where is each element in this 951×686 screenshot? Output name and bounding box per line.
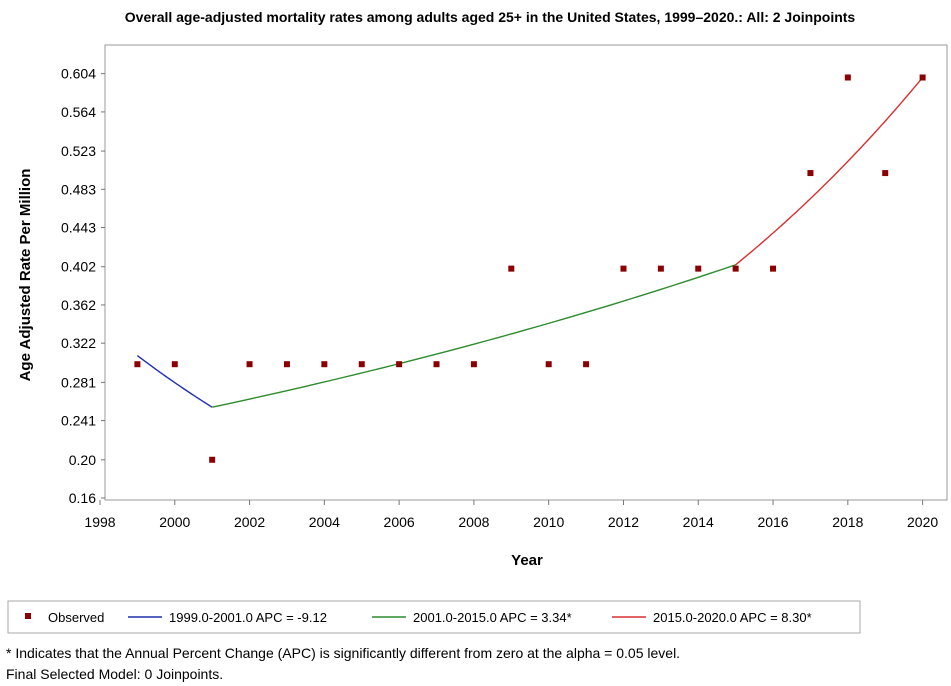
observed-point [844, 74, 851, 81]
observed-point [508, 265, 515, 272]
footnote-significance: * Indicates that the Annual Percent Chan… [6, 645, 681, 661]
y-tick-label: 0.443 [61, 220, 96, 236]
observed-point [470, 361, 477, 368]
observed-point [209, 456, 216, 463]
x-tick-label: 2012 [608, 514, 639, 530]
observed-point [695, 265, 702, 272]
x-tick-label: 2016 [757, 514, 788, 530]
x-tick-label: 2002 [234, 514, 265, 530]
observed-point [283, 361, 290, 368]
x-tick-label: 2008 [458, 514, 489, 530]
x-axis-ticks: 1998 2000 2002 2004 2006 2008 2010 2012 2014 2016… [84, 500, 938, 530]
chart-title: Overall age-adjusted mortality rates amo… [125, 9, 856, 25]
observed-point [358, 361, 365, 368]
observed-point [433, 361, 440, 368]
observed-point [620, 265, 627, 272]
y-tick-label: 0.322 [61, 335, 96, 351]
legend-seg1-label: 1999.0-2001.0 APC = -9.12 [169, 610, 327, 625]
observed-point [246, 361, 253, 368]
y-tick-label: 0.20 [69, 452, 96, 468]
fitted-segments [136, 77, 924, 408]
x-axis-title: Year [511, 552, 543, 569]
x-tick-label: 2020 [907, 514, 938, 530]
segment-line-1 [136, 355, 213, 408]
observed-point [657, 265, 664, 272]
y-tick-label: 0.564 [61, 104, 96, 120]
x-tick-label: 2004 [309, 514, 340, 530]
segment-line-2 [212, 264, 736, 408]
observed-point [732, 265, 739, 272]
legend-observed-label: Observed [48, 610, 104, 625]
observed-point [919, 74, 926, 81]
observed-point [171, 361, 178, 368]
observed-points [134, 74, 926, 463]
y-tick-label: 0.523 [61, 143, 96, 159]
x-tick-label: 2010 [533, 514, 564, 530]
observed-point [321, 361, 328, 368]
x-tick-label: 2018 [832, 514, 863, 530]
y-axis-title: Age Adjusted Rate Per Million [17, 169, 34, 382]
y-tick-label: 0.402 [61, 259, 96, 275]
legend-seg2-label: 2001.0-2015.0 APC = 3.34* [413, 610, 572, 625]
observed-point [134, 361, 141, 368]
y-tick-label: 0.241 [61, 413, 96, 429]
observed-point [882, 170, 889, 177]
footnote-final-model: Final Selected Model: 0 Joinpoints. [6, 666, 224, 682]
observed-point [807, 170, 814, 177]
x-tick-label: 2006 [384, 514, 415, 530]
plot-frame [104, 44, 948, 501]
x-tick-label: 2000 [159, 514, 190, 530]
y-tick-label: 0.483 [61, 181, 96, 197]
observed-point [770, 265, 777, 272]
legend-seg3-label: 2015.0-2020.0 APC = 8.30* [653, 610, 812, 625]
y-tick-label: 0.16 [69, 490, 96, 506]
observed-point [545, 361, 552, 368]
x-tick-label: 1998 [84, 514, 115, 530]
segment-line-3 [735, 77, 924, 266]
legend-observed-marker [25, 613, 31, 619]
x-tick-label: 2014 [683, 514, 714, 530]
y-tick-label: 0.362 [61, 297, 96, 313]
y-tick-label: 0.281 [61, 374, 96, 390]
y-tick-label: 0.604 [61, 66, 96, 82]
observed-point [583, 361, 590, 368]
y-axis-ticks: 0.16 0.20 0.241 0.281 0.322 0.362 0.402 0.443 0.… [61, 66, 105, 506]
observed-point [396, 361, 403, 368]
